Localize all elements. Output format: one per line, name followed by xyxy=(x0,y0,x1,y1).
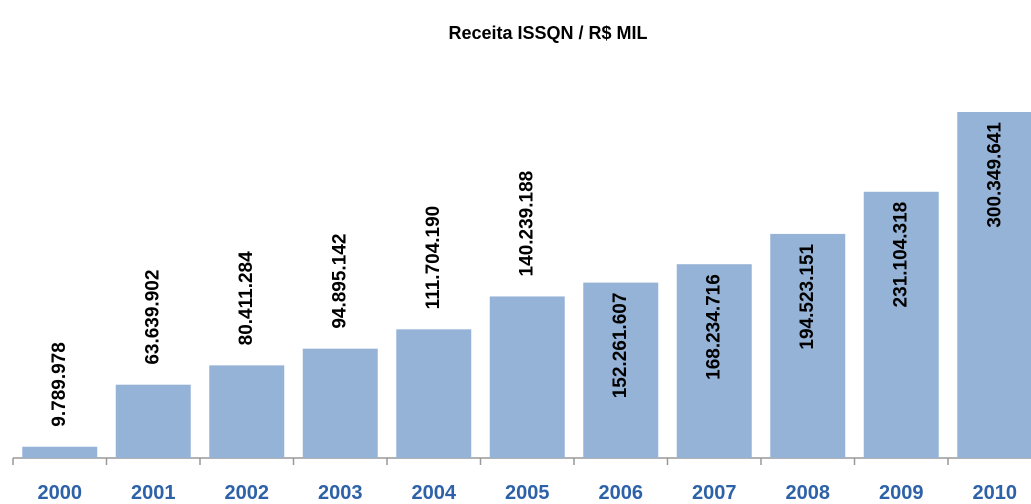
bar xyxy=(115,384,191,458)
x-tick-label: 2001 xyxy=(131,482,176,504)
x-tick-label: 2009 xyxy=(879,482,924,504)
x-tick-label: 2005 xyxy=(505,482,550,504)
bar xyxy=(302,348,378,458)
bar xyxy=(22,446,98,458)
x-tick-label: 2000 xyxy=(38,482,83,504)
value-label: 168.234.716 xyxy=(704,274,725,380)
bar xyxy=(676,264,752,458)
bar xyxy=(957,112,1031,458)
x-tick-label: 2006 xyxy=(599,482,644,504)
bar xyxy=(863,191,939,459)
value-label: 80.411.284 xyxy=(236,251,257,345)
value-label: 111.704.190 xyxy=(423,206,444,310)
value-label: 140.239.188 xyxy=(517,171,538,277)
x-tick-label: 2008 xyxy=(786,482,831,504)
x-tick-label: 2002 xyxy=(225,482,270,504)
value-label: 231.104.318 xyxy=(891,202,912,308)
x-tick-label: 2007 xyxy=(692,482,737,504)
chart-title: Receita ISSQN / R$ MIL xyxy=(448,23,647,43)
value-label: 152.261.607 xyxy=(610,293,631,399)
x-tick-label: 2003 xyxy=(318,482,363,504)
value-label: 94.895.142 xyxy=(330,234,351,329)
value-label: 194.523.151 xyxy=(797,243,818,349)
value-label: 9.789.978 xyxy=(49,342,70,427)
value-label: 63.639.902 xyxy=(143,270,164,365)
bar xyxy=(209,365,285,458)
bar xyxy=(583,282,659,458)
bar xyxy=(396,329,472,458)
x-tick-label: 2010 xyxy=(973,482,1018,504)
value-label: 300.349.641 xyxy=(984,122,1005,228)
x-tick-label: 2004 xyxy=(412,482,457,504)
bar xyxy=(770,233,846,458)
bar xyxy=(489,296,565,458)
